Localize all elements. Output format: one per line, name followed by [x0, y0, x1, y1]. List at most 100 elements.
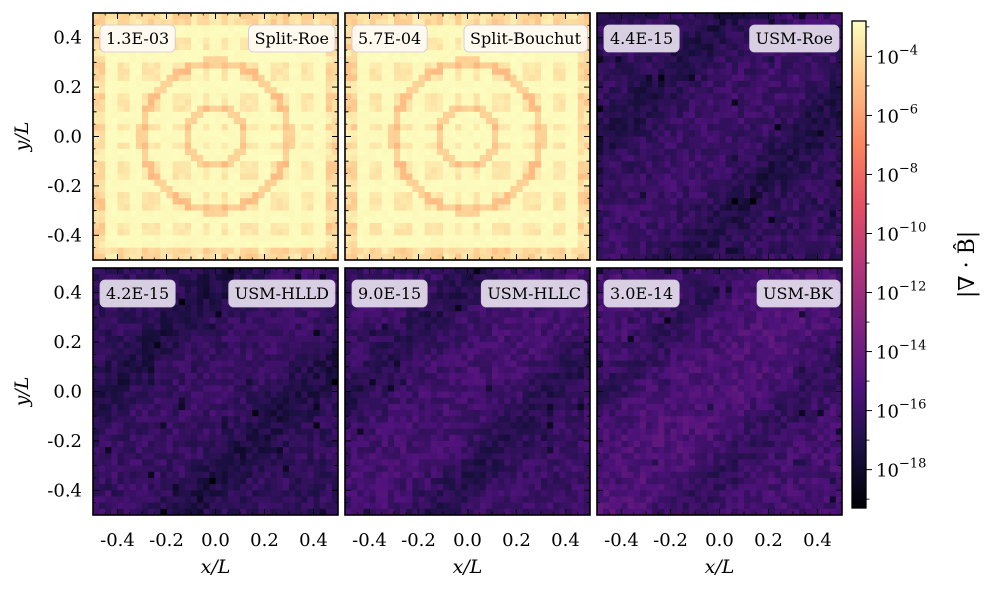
- heatmap-cell: [621, 185, 628, 193]
- heatmap-cell: [246, 136, 253, 144]
- heatmap-cell: [387, 179, 395, 187]
- heatmap-cell: [142, 216, 149, 224]
- heatmap-cell: [215, 68, 222, 76]
- heatmap-cell: [363, 179, 370, 187]
- heatmap-cell: [111, 247, 118, 255]
- heatmap-cell: [688, 62, 696, 69]
- heatmap-cell: [221, 155, 229, 162]
- heatmap-cell: [252, 235, 259, 242]
- heatmap-cell: [203, 43, 210, 51]
- heatmap-cell: [93, 155, 100, 162]
- heatmap-cell: [658, 111, 665, 119]
- heatmap-cell: [289, 62, 296, 69]
- heatmap-cell: [510, 204, 517, 211]
- heatmap-cell: [197, 148, 204, 156]
- heatmap-cell: [375, 173, 383, 181]
- heatmap-cell: [676, 247, 684, 255]
- heatmap-cell: [701, 179, 708, 187]
- heatmap-cell: [406, 253, 413, 261]
- heatmap-cell: [111, 229, 118, 236]
- heatmap-cell: [780, 155, 788, 162]
- heatmap-cell: [240, 235, 247, 242]
- heatmap-cell: [93, 148, 100, 156]
- heatmap-cell: [571, 124, 579, 131]
- heatmap-cell: [351, 253, 358, 261]
- heatmap-cell: [178, 117, 186, 125]
- heatmap-cell: [633, 117, 641, 125]
- heatmap-cell: [99, 161, 106, 168]
- heatmap-cell: [621, 74, 628, 82]
- heatmap-cell: [363, 87, 370, 94]
- heatmap-cell: [123, 99, 131, 106]
- heatmap-cell: [541, 210, 548, 218]
- heatmap-cell: [583, 155, 591, 162]
- heatmap-cell: [227, 99, 235, 106]
- heatmap-cell: [793, 216, 800, 224]
- heatmap-cell: [381, 179, 389, 187]
- heatmap-cell: [443, 155, 450, 162]
- heatmap-cell: [406, 136, 413, 144]
- heatmap-cell: [258, 222, 265, 230]
- heatmap-cell: [510, 253, 517, 261]
- heatmap-cell: [221, 105, 229, 113]
- heatmap-cell: [534, 105, 542, 113]
- heatmap-cell: [559, 56, 566, 63]
- heatmap-cell: [99, 198, 106, 205]
- heatmap-cell: [363, 222, 370, 230]
- heatmap-cell: [664, 241, 671, 248]
- heatmap-cell: [577, 111, 585, 119]
- heatmap-cell: [823, 111, 831, 119]
- heatmap-cell: [646, 222, 653, 230]
- heatmap-cell: [731, 155, 739, 162]
- heatmap-cell: [639, 142, 647, 150]
- heatmap-cell: [246, 68, 253, 76]
- heatmap-cell: [252, 155, 259, 162]
- heatmap-cell: [646, 229, 653, 236]
- heatmap-cell: [615, 19, 622, 26]
- heatmap-cell: [799, 80, 806, 88]
- heatmap-cell: [577, 253, 585, 261]
- heatmap-cell: [424, 13, 432, 20]
- heatmap-cell: [479, 74, 487, 82]
- heatmap-cell: [221, 247, 229, 255]
- heatmap-cell: [571, 167, 579, 174]
- heatmap-cell: [93, 136, 100, 144]
- heatmap-cell: [105, 229, 112, 236]
- heatmap-cell: [443, 235, 450, 242]
- heatmap-cell: [276, 130, 284, 137]
- heatmap-cell: [762, 111, 769, 119]
- heatmap-cell: [418, 142, 425, 150]
- heatmap-cell: [547, 62, 554, 69]
- heatmap-cell: [744, 148, 751, 156]
- heatmap-cell: [203, 105, 210, 113]
- heatmap-cell: [191, 179, 198, 187]
- heatmap-cell: [823, 13, 831, 20]
- heatmap-cell: [375, 241, 383, 248]
- heatmap-cell: [793, 117, 800, 125]
- heatmap-cell: [412, 179, 419, 187]
- heatmap-cell: [492, 161, 499, 168]
- heatmap-cell: [793, 105, 800, 113]
- heatmap-cell: [633, 56, 641, 63]
- heatmap-cell: [430, 204, 438, 211]
- heatmap-cell: [430, 50, 438, 57]
- heatmap-cell: [424, 93, 432, 100]
- heatmap-cell: [534, 117, 542, 125]
- heatmap-cell: [233, 148, 241, 156]
- heatmap-cell: [682, 253, 690, 261]
- heatmap-cell: [215, 111, 222, 119]
- heatmap-cell: [307, 161, 314, 168]
- heatmap-cell: [461, 247, 468, 255]
- heatmap-cell: [479, 87, 487, 94]
- heatmap-cell: [375, 13, 383, 20]
- heatmap-cell: [756, 74, 763, 82]
- heatmap-cell: [436, 142, 444, 150]
- heatmap-cell: [282, 99, 290, 106]
- heatmap-cell: [603, 210, 610, 218]
- heatmap-cell: [172, 87, 180, 94]
- heatmap-cell: [400, 124, 407, 131]
- heatmap-cell: [682, 173, 690, 181]
- heatmap-cell: [750, 198, 757, 205]
- heatmap-cell: [829, 136, 837, 144]
- heatmap-cell: [289, 99, 296, 106]
